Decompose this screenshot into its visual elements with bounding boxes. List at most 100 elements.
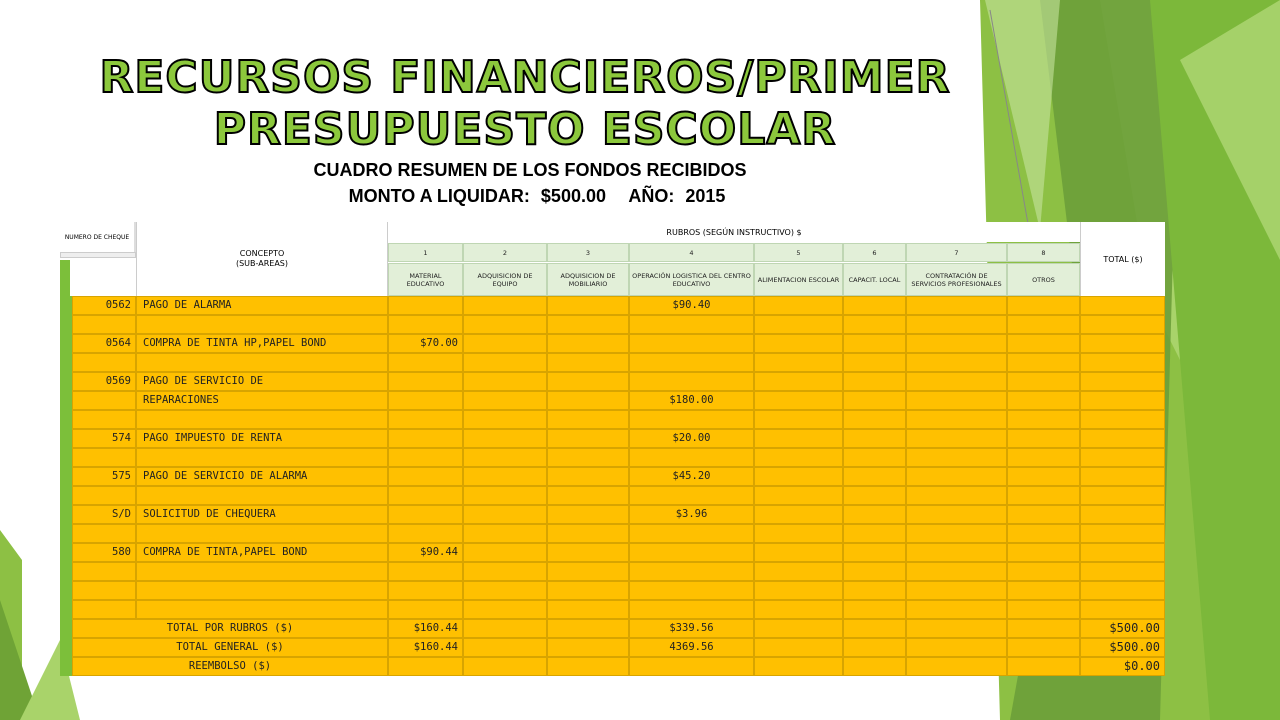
total-value: $0.00 (1080, 657, 1165, 676)
header-rubro-label-6: CAPACIT. LOCAL (843, 263, 906, 296)
cell-cheque: S/D (72, 505, 136, 524)
cell-rubro-7 (906, 391, 1007, 410)
header-rubro-label-7: CONTRATACIÓN DE SERVICIOS PROFESIONALES (906, 263, 1007, 296)
total-rubro-4: 4369.56 (629, 638, 754, 657)
cell-concepto (136, 448, 388, 467)
header-rubro-label-5: ALIMENTACION ESCOLAR (754, 263, 843, 296)
cell-rubro-4 (629, 600, 754, 619)
cell-rubro-7 (906, 296, 1007, 315)
cell-rubro-2 (463, 543, 547, 562)
cell-total (1080, 448, 1165, 467)
cell-rubro-8 (1007, 372, 1080, 391)
cell-rubro-1 (388, 353, 463, 372)
cell-rubro-6 (843, 334, 906, 353)
table-row (60, 315, 1165, 334)
header-rubro-label-2: ADQUISICION DE EQUIPO (463, 263, 547, 296)
header-concepto: CONCEPTO (SUB-AREAS) (136, 222, 388, 296)
cell-rubro-2 (463, 353, 547, 372)
cell-rubro-8 (1007, 448, 1080, 467)
row-green-strip (60, 391, 72, 410)
total-por-rubros-row: TOTAL POR RUBROS ($) $160.44 $339.56 $500.0… (60, 619, 1165, 638)
cell-rubro-1 (388, 562, 463, 581)
title-line-2: PRESUPUESTO ESCOLAR (213, 103, 837, 156)
total-rubro-7 (906, 638, 1007, 657)
cell-cheque (72, 524, 136, 543)
cell-rubro-4: $180.00 (629, 391, 754, 410)
total-rubro-2 (463, 657, 547, 676)
row-green-strip (60, 562, 72, 581)
total-rubro-8 (1007, 619, 1080, 638)
cell-cheque: 580 (72, 543, 136, 562)
cell-rubro-7 (906, 562, 1007, 581)
cell-total (1080, 372, 1165, 391)
row-green-strip (60, 353, 72, 372)
row-green-strip (60, 448, 72, 467)
cell-rubro-5 (754, 315, 843, 334)
total-rubro-6 (843, 619, 906, 638)
cell-rubro-4 (629, 543, 754, 562)
cell-rubro-2 (463, 467, 547, 486)
cell-rubro-5 (754, 448, 843, 467)
table-row (60, 486, 1165, 505)
cell-rubro-4 (629, 486, 754, 505)
table-row: REPARACIONES $180.00 (60, 391, 1165, 410)
cell-rubro-3 (547, 353, 629, 372)
row-green-strip (60, 657, 72, 676)
header-total: TOTAL ($) (1080, 222, 1165, 296)
header-green-strip (60, 260, 70, 296)
cell-concepto: PAGO DE ALARMA (136, 296, 388, 315)
cell-rubro-8 (1007, 543, 1080, 562)
cell-concepto: SOLICITUD DE CHEQUERA (136, 505, 388, 524)
cell-rubro-7 (906, 448, 1007, 467)
cell-rubro-6 (843, 524, 906, 543)
table-row: 580 COMPRA DE TINTA,PAPEL BOND $90.44 (60, 543, 1165, 562)
cell-cheque: 0562 (72, 296, 136, 315)
cell-rubro-2 (463, 315, 547, 334)
cell-rubro-6 (843, 448, 906, 467)
cell-rubro-7 (906, 429, 1007, 448)
cell-rubro-8 (1007, 467, 1080, 486)
cell-rubro-1 (388, 429, 463, 448)
cell-rubro-3 (547, 505, 629, 524)
table-row (60, 448, 1165, 467)
row-green-strip (60, 372, 72, 391)
cell-rubro-2 (463, 524, 547, 543)
cell-concepto (136, 600, 388, 619)
cell-total (1080, 296, 1165, 315)
cell-cheque (72, 353, 136, 372)
cell-concepto (136, 315, 388, 334)
cell-rubro-3 (547, 543, 629, 562)
anio-label: AÑO: (628, 186, 675, 206)
cell-rubro-2 (463, 505, 547, 524)
cell-total (1080, 524, 1165, 543)
table-row (60, 524, 1165, 543)
table-row: 574 PAGO IMPUESTO DE RENTA $20.00 (60, 429, 1165, 448)
cell-rubro-1 (388, 296, 463, 315)
row-green-strip (60, 543, 72, 562)
total-rubro-8 (1007, 657, 1080, 676)
cell-rubro-5 (754, 353, 843, 372)
total-value: $500.00 (1080, 638, 1165, 657)
cell-rubro-8 (1007, 505, 1080, 524)
cell-rubro-7 (906, 334, 1007, 353)
cell-rubro-1 (388, 581, 463, 600)
cell-rubro-6 (843, 505, 906, 524)
cell-rubro-2 (463, 562, 547, 581)
cell-rubro-2 (463, 296, 547, 315)
cell-rubro-1: $70.00 (388, 334, 463, 353)
cell-rubro-7 (906, 505, 1007, 524)
cell-total (1080, 334, 1165, 353)
table-row (60, 353, 1165, 372)
total-rubro-2 (463, 619, 547, 638)
cell-concepto: REPARACIONES (136, 391, 388, 410)
cell-rubro-2 (463, 410, 547, 429)
cell-rubro-5 (754, 429, 843, 448)
row-green-strip (60, 429, 72, 448)
row-green-strip (60, 334, 72, 353)
table-row: 0562 PAGO DE ALARMA $90.40 (60, 296, 1165, 315)
cell-rubro-3 (547, 410, 629, 429)
cell-rubro-6 (843, 581, 906, 600)
monto-line: MONTO A LIQUIDAR: $500.00 AÑO: 2015 (220, 186, 860, 207)
total-rubro-3 (547, 619, 629, 638)
cell-rubro-1: $90.44 (388, 543, 463, 562)
